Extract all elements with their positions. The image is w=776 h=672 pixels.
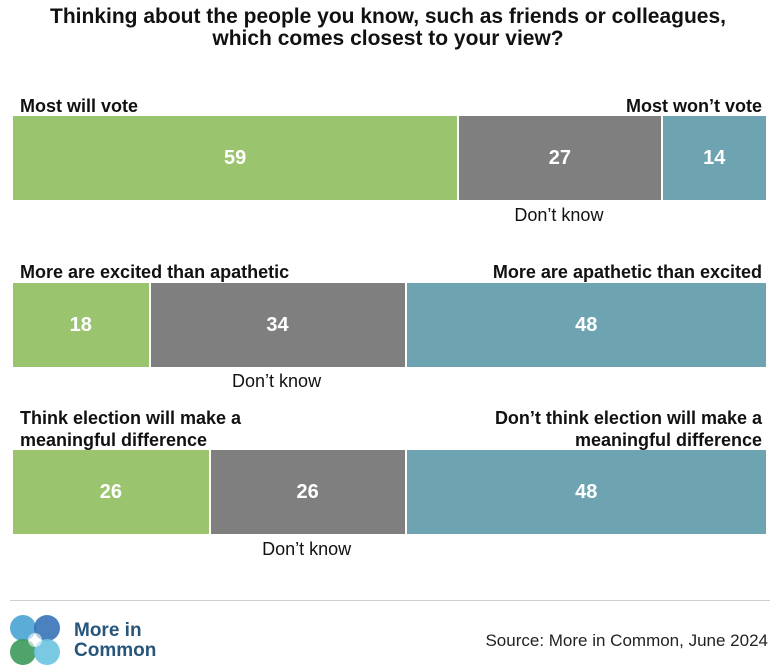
row-2-dont-know-value: 34	[266, 313, 289, 336]
row-1-negative-segment: 14	[660, 116, 766, 200]
row-2-positive-value: 18	[69, 313, 92, 336]
row-3-bar: 26 26 48	[13, 450, 766, 534]
row-3-positive-segment: 26	[13, 450, 209, 534]
row-2-right-label: More are apathetic than excited	[493, 261, 762, 283]
chart-title: Thinking about the people you know, such…	[0, 6, 776, 50]
row-1-bar: 59 27 14	[13, 116, 766, 200]
row-3-positive-value: 26	[99, 480, 122, 503]
row-1-right-label: Most won’t vote	[626, 95, 762, 117]
row-3-dont-know-label: Don’t know	[262, 539, 352, 559]
row-2-dont-know-label: Don’t know	[232, 371, 322, 391]
brand-name-line-2: Common	[74, 640, 157, 661]
row-3-negative-value: 48	[575, 480, 598, 503]
chart-title-line-1: Thinking about the people you know, such…	[50, 5, 726, 28]
row-1-positive-segment: 59	[13, 116, 458, 200]
row-3-left-label: Think election will make a meaningful di…	[20, 407, 241, 451]
row-2-negative-segment: 48	[404, 283, 766, 367]
row-2-negative-value: 48	[575, 313, 598, 336]
row-1-negative-value: 14	[703, 146, 726, 169]
row-1-positive-value: 59	[224, 146, 247, 169]
row-2-left-label: More are excited than apathetic	[20, 261, 289, 283]
row-1-dont-know-label: Don’t know	[514, 205, 604, 225]
row-3-right-label-line-2: meaningful difference	[574, 430, 762, 450]
row-1-left-label: Most will vote	[20, 95, 138, 117]
row-2-bar: 18 34 48	[13, 283, 766, 367]
row-1-dont-know-value: 27	[548, 146, 572, 169]
row-1-dont-know-segment: 27	[457, 116, 661, 200]
row-3-dont-know-segment: 26	[208, 450, 405, 534]
more-in-common-logo-icon	[10, 615, 60, 665]
row-3-right-label-line-1: Don’t think election will make a	[494, 408, 762, 428]
row-1-right-label-line: Most won’t vote	[626, 96, 762, 116]
row-2-dont-know-segment: 34	[148, 283, 405, 367]
footer-divider	[10, 600, 770, 601]
row-2-right-label-line: More are apathetic than excited	[492, 262, 762, 282]
row-2-positive-segment: 18	[13, 283, 149, 367]
row-2-left-label-line: More are excited than apathetic	[20, 262, 290, 282]
row-3-dont-know-value: 26	[296, 480, 319, 503]
row-3-negative-segment: 48	[404, 450, 766, 534]
source-note: Source: More in Common, June 2024	[485, 631, 768, 650]
row-1-left-label-line: Most will vote	[20, 96, 139, 116]
row-3-right-label: Don’t think election will make a meaning…	[495, 407, 762, 451]
chart-title-line-2: which comes closest to your view?	[212, 27, 564, 50]
row-3-left-label-line-2: meaningful difference	[20, 430, 208, 450]
row-3-left-label-line-1: Think election will make a	[20, 408, 242, 428]
brand-name: More in Common	[74, 621, 156, 661]
brand-name-line-1: More in	[74, 620, 142, 641]
